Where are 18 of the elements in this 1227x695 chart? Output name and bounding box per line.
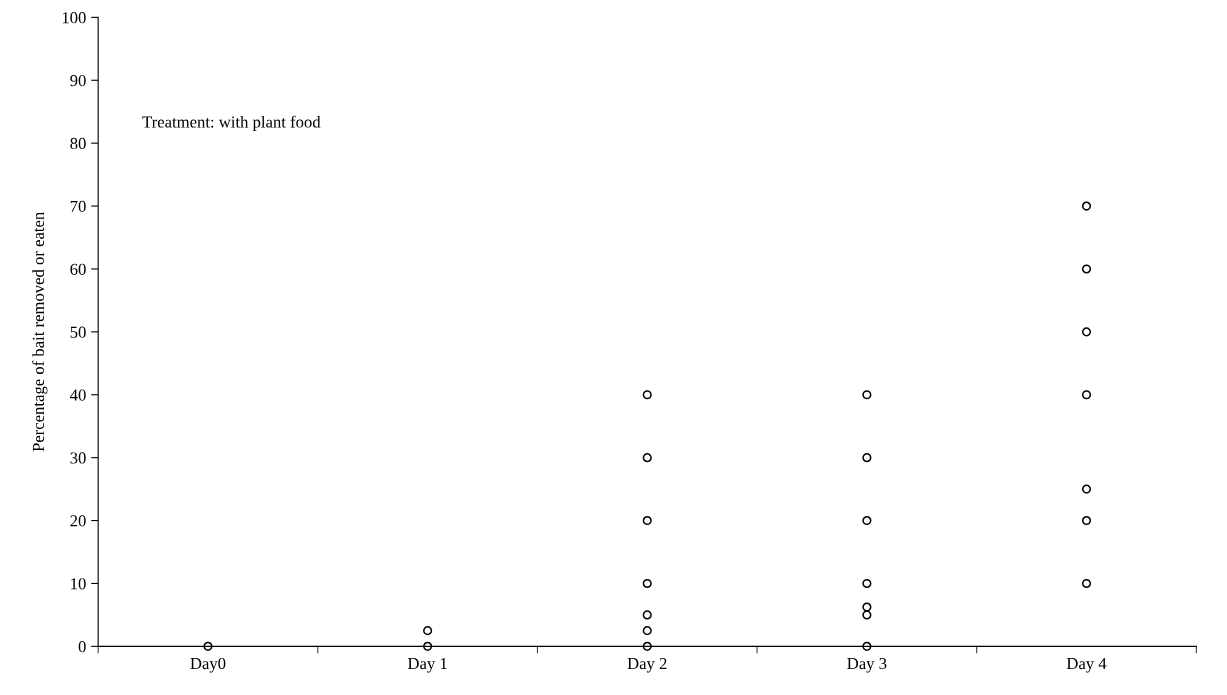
y-tick-label: 20: [70, 515, 86, 527]
y-tick-label: 0: [78, 641, 86, 653]
y-tick-label: 10: [71, 578, 86, 590]
y-tick-label: 60: [70, 263, 86, 275]
x-tick-label: Day 1: [407, 657, 447, 673]
x-tick-label: Day 4: [1066, 658, 1107, 673]
x-tick-label: Day 3: [847, 657, 887, 673]
y-tick-label: 40: [70, 389, 86, 401]
y-tick-label: 50: [70, 326, 86, 338]
y-tick-label: 30: [70, 452, 86, 464]
y-axis-title: Percentage of bait removed or eaten: [32, 212, 48, 452]
y-tick-label: 90: [70, 74, 86, 87]
y-tick-label: 80: [70, 137, 86, 150]
x-tick-label: Day 2: [627, 657, 667, 673]
y-tick-label: 100: [62, 12, 86, 24]
annotation: Treatment: with plant food: [142, 115, 321, 131]
x-tick-label: Day0: [190, 657, 226, 673]
y-tick-label: 70: [70, 200, 86, 213]
